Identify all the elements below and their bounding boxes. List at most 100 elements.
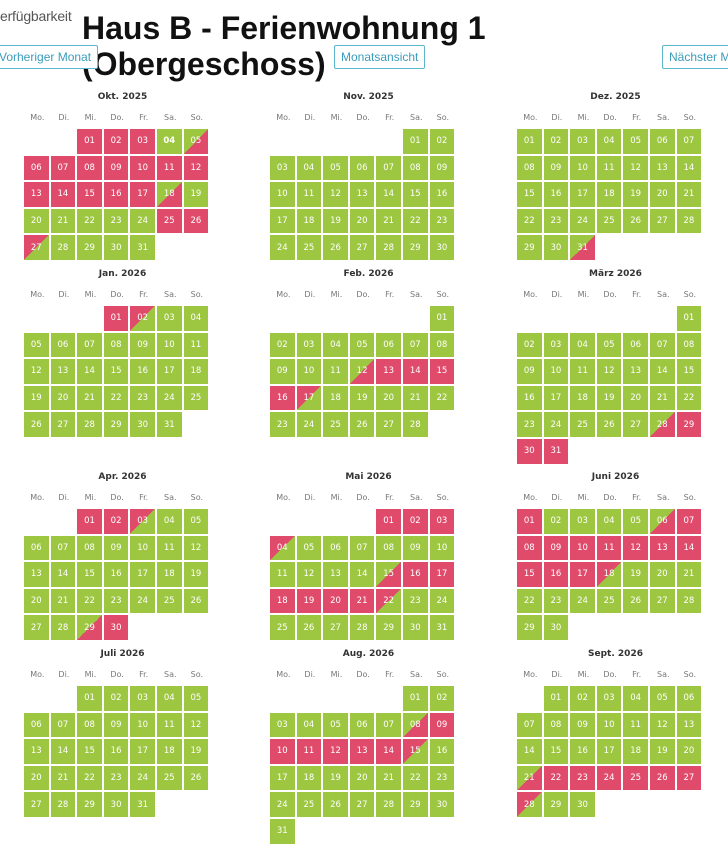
day-cell-free[interactable]: 21: [50, 208, 76, 234]
day-cell-free[interactable]: 06: [676, 686, 702, 711]
day-cell-free[interactable]: 05: [349, 332, 375, 358]
day-cell-free[interactable]: 16: [429, 739, 455, 764]
day-cell-free[interactable]: 04: [156, 509, 182, 534]
day-cell-free[interactable]: 07: [402, 332, 428, 358]
day-cell-booked[interactable]: 12: [623, 535, 648, 561]
day-cell-free[interactable]: 29: [376, 615, 401, 640]
day-cell-free[interactable]: 04: [623, 686, 648, 711]
day-cell-free[interactable]: 18: [156, 562, 182, 587]
day-cell-free[interactable]: 11: [323, 359, 348, 384]
day-cell-free[interactable]: 18: [296, 765, 322, 791]
day-cell-free[interactable]: 19: [183, 182, 209, 207]
day-cell-free[interactable]: 23: [103, 765, 129, 791]
day-cell-free[interactable]: 24: [570, 208, 595, 234]
day-cell-booked[interactable]: 11: [156, 155, 182, 181]
day-cell-free[interactable]: 09: [570, 712, 595, 738]
day-cell-booked[interactable]: 25: [156, 208, 182, 234]
day-cell-free[interactable]: 31: [156, 412, 182, 437]
day-cell-free[interactable]: 18: [323, 385, 348, 411]
day-cell-free[interactable]: 11: [623, 712, 648, 738]
day-cell-free[interactable]: 27: [349, 792, 375, 817]
day-cell-free[interactable]: 02: [570, 686, 595, 711]
day-cell-free[interactable]: 08: [676, 332, 702, 358]
day-cell-free[interactable]: 22: [429, 385, 455, 411]
day-cell-booked[interactable]: 18: [270, 588, 295, 614]
day-cell-free[interactable]: 16: [429, 182, 455, 207]
day-cell-arr[interactable]: 08: [402, 712, 428, 738]
day-cell-free[interactable]: 07: [50, 535, 76, 561]
day-cell-free[interactable]: 22: [676, 385, 702, 411]
day-cell-free[interactable]: 26: [323, 792, 348, 817]
day-cell-free[interactable]: 25: [570, 412, 595, 437]
day-cell-free[interactable]: 28: [376, 235, 401, 260]
day-cell-free[interactable]: 26: [623, 208, 648, 234]
day-cell-free[interactable]: 07: [376, 155, 401, 181]
day-cell-free[interactable]: 12: [183, 535, 209, 561]
day-cell-booked[interactable]: 31: [543, 438, 569, 464]
day-cell-free[interactable]: 09: [270, 359, 295, 384]
day-cell-free[interactable]: 07: [50, 712, 76, 738]
day-cell-free[interactable]: 29: [517, 235, 542, 260]
day-cell-free[interactable]: 24: [156, 385, 182, 411]
day-cell-free[interactable]: 19: [183, 562, 209, 587]
day-cell-free[interactable]: 12: [296, 562, 322, 587]
day-cell-free[interactable]: 21: [649, 385, 675, 411]
day-cell-free[interactable]: 25: [596, 588, 622, 614]
day-cell-free[interactable]: 20: [50, 385, 76, 411]
day-cell-free[interactable]: 15: [676, 359, 702, 384]
day-cell-free[interactable]: 16: [570, 739, 595, 764]
day-cell-booked[interactable]: 09: [543, 535, 569, 561]
day-cell-free[interactable]: 30: [543, 615, 569, 640]
day-cell-free[interactable]: 21: [376, 208, 401, 234]
day-cell-dep[interactable]: 27: [24, 235, 49, 260]
day-cell-booked[interactable]: 19: [296, 588, 322, 614]
day-cell-booked[interactable]: 07: [50, 155, 76, 181]
day-cell-free[interactable]: 01: [517, 129, 542, 154]
day-cell-free[interactable]: 18: [183, 359, 209, 384]
day-cell-free[interactable]: 10: [596, 712, 622, 738]
day-cell-booked[interactable]: 11: [596, 535, 622, 561]
day-cell-free[interactable]: 18: [156, 739, 182, 764]
day-cell-free[interactable]: 14: [349, 562, 375, 587]
day-cell-booked[interactable]: 13: [649, 535, 675, 561]
day-cell-free[interactable]: 05: [596, 332, 622, 358]
day-cell-free[interactable]: 04: [296, 155, 322, 181]
day-cell-dep[interactable]: 15: [402, 739, 428, 764]
day-cell-free[interactable]: 31: [429, 615, 455, 640]
day-cell-free[interactable]: 02: [429, 686, 455, 711]
day-cell-free[interactable]: 06: [50, 332, 76, 358]
day-cell-free[interactable]: 13: [349, 182, 375, 207]
day-cell-free[interactable]: 13: [623, 359, 648, 384]
day-cell-free[interactable]: 10: [570, 155, 595, 181]
day-cell-free[interactable]: 11: [270, 562, 295, 587]
day-cell-free[interactable]: 28: [676, 208, 702, 234]
day-cell-booked[interactable]: 10: [270, 739, 295, 764]
day-cell-free[interactable]: 17: [596, 739, 622, 764]
day-cell-booked[interactable]: 03: [429, 509, 455, 534]
day-cell-free[interactable]: 24: [296, 412, 322, 437]
day-cell-free[interactable]: 18: [570, 385, 595, 411]
day-cell-free[interactable]: 26: [296, 615, 322, 640]
day-cell-booked[interactable]: 02: [402, 509, 428, 534]
day-cell-free[interactable]: 13: [24, 739, 49, 764]
day-cell-booked[interactable]: 14: [676, 535, 702, 561]
day-cell-free[interactable]: 27: [376, 412, 401, 437]
day-cell-free[interactable]: 14: [50, 562, 76, 587]
day-cell-free[interactable]: 01: [429, 306, 455, 331]
day-cell-free[interactable]: 25: [156, 765, 182, 791]
day-cell-free[interactable]: 20: [24, 765, 49, 791]
day-cell-booked[interactable]: 21: [349, 588, 375, 614]
day-cell-booked[interactable]: 23: [570, 765, 595, 791]
day-cell-free[interactable]: 30: [103, 792, 129, 817]
day-cell-free[interactable]: 23: [543, 588, 569, 614]
day-cell-dep[interactable]: 02: [130, 306, 155, 331]
day-cell-free[interactable]: 03: [270, 155, 295, 181]
month-view-button[interactable]: Monatsansicht: [334, 45, 426, 69]
day-cell-free[interactable]: 02: [103, 686, 129, 711]
day-cell-free[interactable]: 27: [649, 588, 675, 614]
day-cell-free[interactable]: 09: [429, 155, 455, 181]
day-cell-free[interactable]: 12: [623, 155, 648, 181]
day-cell-free[interactable]: 25: [296, 792, 322, 817]
day-cell-free[interactable]: 29: [77, 792, 102, 817]
day-cell-arr[interactable]: 05: [183, 129, 209, 154]
